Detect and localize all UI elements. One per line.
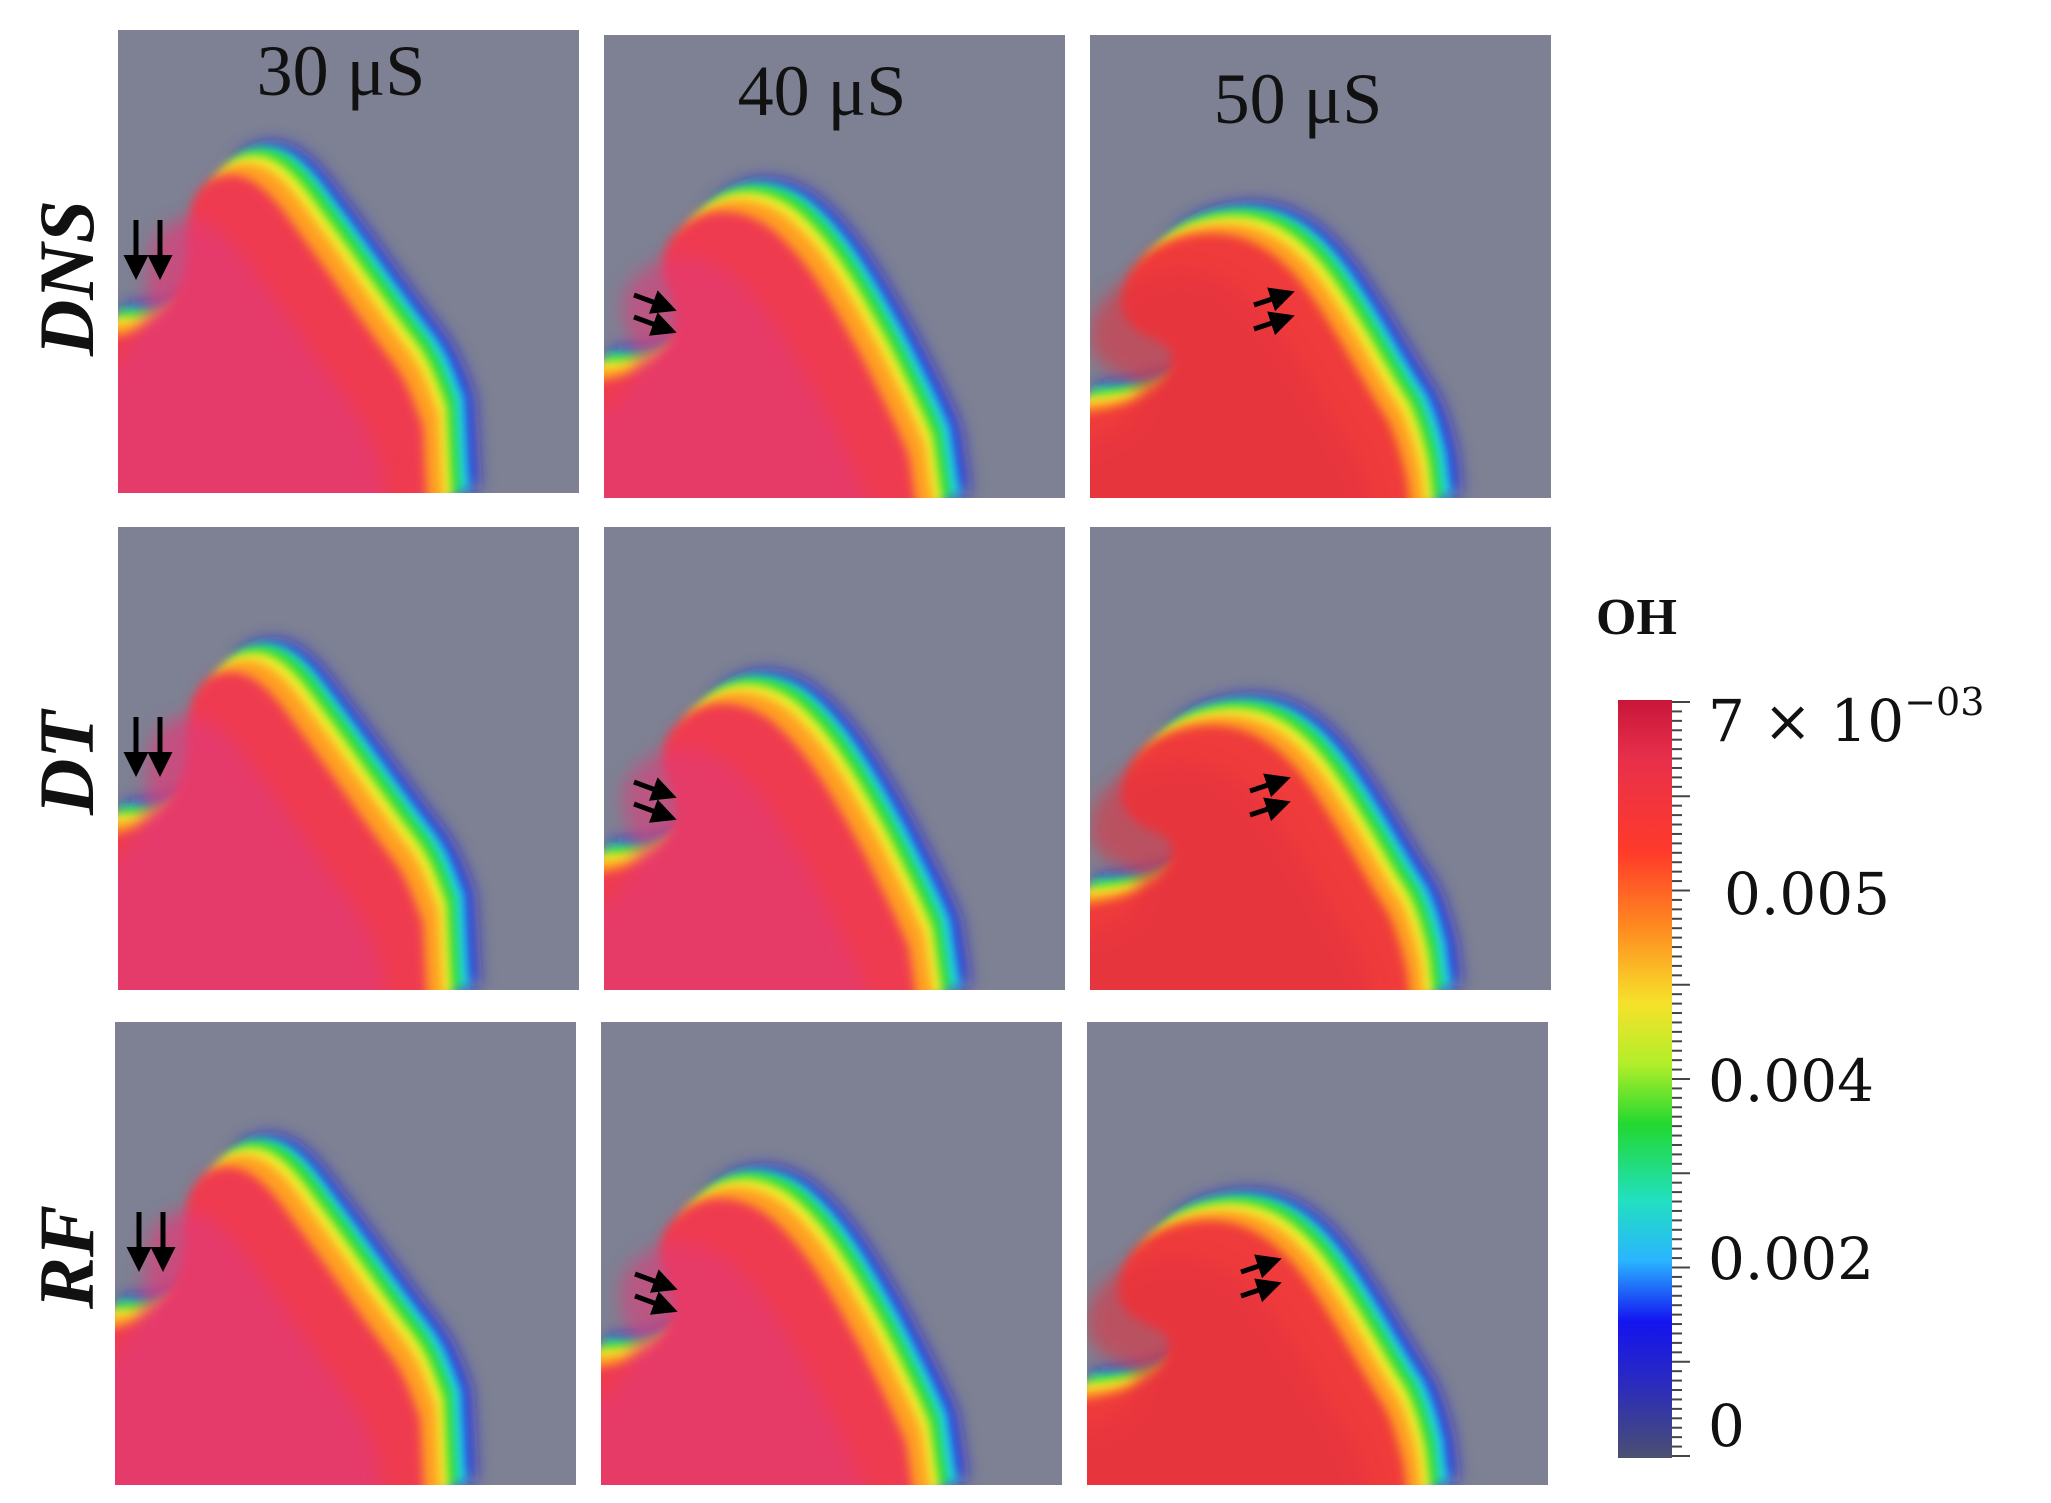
colorbar-tick-0004: 0.004: [1708, 1047, 1875, 1115]
row-label-rf: RF: [23, 1204, 110, 1310]
colorbar-tick-0002: 0.002: [1708, 1225, 1875, 1293]
panel-dt-50us: [1090, 527, 1551, 990]
panel-dt-30us: [118, 527, 579, 990]
colorbar-ticks: [1672, 701, 1690, 1457]
panel-dns-50us: [1090, 35, 1551, 498]
panel-dt-40us: [604, 527, 1065, 990]
colorbar-title: OH: [1596, 589, 1677, 646]
panel-rf-30us: [115, 1022, 576, 1485]
column-title-40us: 40 μS: [737, 51, 907, 131]
row-label-dns: DNS: [23, 199, 110, 357]
panel-dns-40us: [604, 35, 1065, 498]
panel-dns-30us: [118, 30, 579, 493]
colorbar-gradient: [1618, 700, 1672, 1458]
panel-rf-50us: [1087, 1022, 1548, 1485]
column-title-30us: 30 μS: [256, 31, 426, 111]
colorbar-tick-0005: 0.005: [1724, 860, 1891, 928]
panel-rf-40us: [601, 1022, 1062, 1485]
column-title-50us: 50 μS: [1213, 59, 1383, 139]
colorbar-tick-0: 0: [1708, 1392, 1745, 1460]
colorbar: [1618, 700, 1690, 1458]
colorbar-max-label: 7 × 10−03: [1708, 680, 1985, 755]
row-label-dt: DT: [23, 711, 110, 815]
